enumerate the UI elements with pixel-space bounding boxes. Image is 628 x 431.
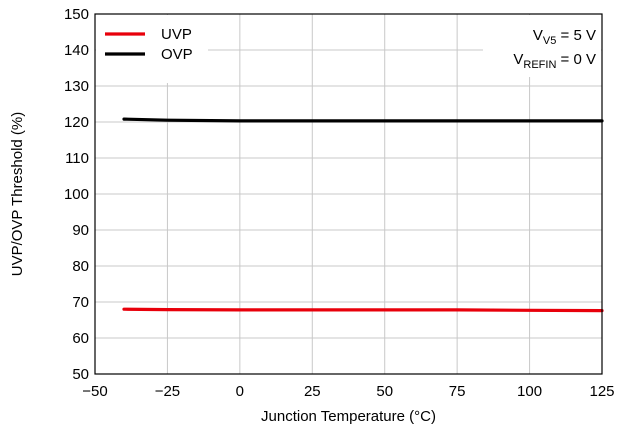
y-tick-label: 80	[72, 258, 89, 275]
x-tick-label: 50	[376, 383, 393, 400]
y-axis-ticks: 50 60 70 80 90 100 110 120 130 140 150	[64, 6, 89, 383]
condition-annotation: VV5 = 5 V VREFIN = 0 V	[483, 15, 601, 77]
series-line-uvp	[122, 307, 604, 313]
plot-frame	[94, 13, 603, 375]
x-tick-label: 75	[449, 383, 466, 400]
condition-label: VREFIN = 0 V	[513, 51, 596, 71]
y-tick-label: 140	[64, 42, 89, 59]
y-tick-label: 90	[72, 222, 89, 239]
x-tick-label: 25	[304, 383, 321, 400]
condition-label: VV5 = 5 V	[533, 27, 596, 47]
legend-label-uvp: UVP	[161, 26, 192, 43]
legend-label-ovp: OVP	[161, 46, 193, 63]
x-axis-ticks: −50 −25 0 25 50 75 100 125	[82, 383, 614, 400]
y-tick-label: 60	[72, 330, 89, 347]
y-tick-label: 70	[72, 294, 89, 311]
plot-series	[122, 117, 604, 313]
legend: UVP OVP	[96, 15, 208, 83]
series-line-ovp	[122, 117, 604, 123]
y-tick-label: 110	[65, 150, 89, 167]
x-axis-title: Junction Temperature (°C)	[261, 408, 436, 425]
x-tick-label: −25	[155, 383, 180, 400]
y-tick-label: 50	[72, 366, 89, 383]
x-tick-label: −50	[82, 383, 107, 400]
y-tick-label: 100	[64, 186, 89, 203]
y-tick-label: 120	[64, 114, 89, 131]
y-tick-label: 150	[64, 6, 89, 23]
x-tick-label: 125	[589, 383, 614, 400]
annotation-background	[483, 15, 601, 77]
y-axis-title: UVP/OVP Threshold (%)	[9, 112, 26, 277]
y-tick-label: 130	[64, 78, 89, 95]
x-tick-label: 100	[517, 383, 542, 400]
grid	[94, 13, 603, 375]
x-tick-label: 0	[236, 383, 244, 400]
legend-background	[96, 15, 208, 83]
